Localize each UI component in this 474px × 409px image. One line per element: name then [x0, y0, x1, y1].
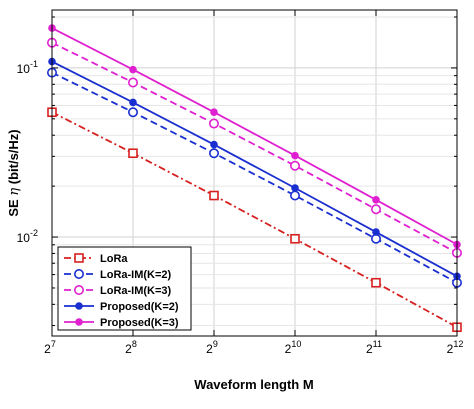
x-tick-label: 210: [285, 339, 302, 356]
data-point: [129, 98, 137, 107]
legend-label: Proposed(K=3): [100, 317, 179, 329]
y-tick-label: 10-1: [17, 59, 38, 76]
x-tick-label: 211: [366, 339, 382, 356]
data-point: [75, 302, 83, 310]
y-tick-label: 10-2: [17, 228, 38, 245]
data-point: [289, 190, 300, 201]
data-point: [290, 233, 300, 244]
data-point: [74, 253, 84, 263]
data-point: [209, 190, 219, 201]
y-tick-labels: 10-1 10-2: [17, 59, 38, 245]
legend-item: Proposed(K=2): [64, 301, 179, 313]
y-axis-label: SE η (bit/s/Hz): [6, 129, 22, 216]
data-point: [209, 148, 220, 159]
series-lora: [47, 107, 462, 333]
data-point: [210, 140, 218, 149]
legend-item: LoRa-IM(K=3): [64, 284, 172, 297]
data-point: [371, 277, 381, 288]
data-point: [372, 196, 380, 204]
legend-item: LoRa: [64, 253, 128, 265]
x-tick-label: 212: [447, 339, 464, 356]
x-tick-label: 28: [125, 339, 137, 356]
legend-item: LoRa-IM(K=2): [64, 268, 172, 281]
legend-label: LoRa-IM(K=2): [100, 269, 172, 281]
legend-label: LoRa: [100, 253, 128, 265]
x-tick-label: 29: [206, 339, 218, 356]
legend-label: LoRa-IM(K=3): [100, 285, 172, 297]
legend-label: Proposed(K=2): [100, 301, 179, 313]
data-point: [291, 151, 299, 160]
data-point: [289, 160, 300, 171]
legend-item: Proposed(K=3): [64, 317, 179, 329]
data-point: [129, 65, 137, 74]
x-tick-labels: 27 28 29 210 211 212: [44, 339, 463, 356]
grid: [51, 10, 458, 336]
data-point: [372, 228, 380, 236]
legend: LoRa LoRa-IM(K=2) LoRa-IM(K=3) Proposed(K=2…: [57, 246, 192, 331]
data-point: [210, 108, 218, 117]
series-line: [51, 71, 458, 284]
data-point: [128, 107, 139, 118]
data-point: [370, 204, 381, 215]
data-point: [128, 148, 138, 159]
series-line: [51, 27, 458, 246]
series-line: [51, 111, 458, 328]
x-axis-label: Waveform length M: [194, 377, 313, 392]
series-line: [51, 60, 458, 278]
plot-frame: [51, 9, 458, 337]
data-point: [291, 184, 299, 192]
data-point: [74, 268, 85, 279]
x-tick-label: 27: [44, 339, 56, 356]
data-point: [74, 284, 85, 295]
data-point: [128, 77, 139, 88]
series-line: [51, 41, 458, 254]
data-point: [75, 318, 83, 326]
data-point: [209, 118, 220, 129]
